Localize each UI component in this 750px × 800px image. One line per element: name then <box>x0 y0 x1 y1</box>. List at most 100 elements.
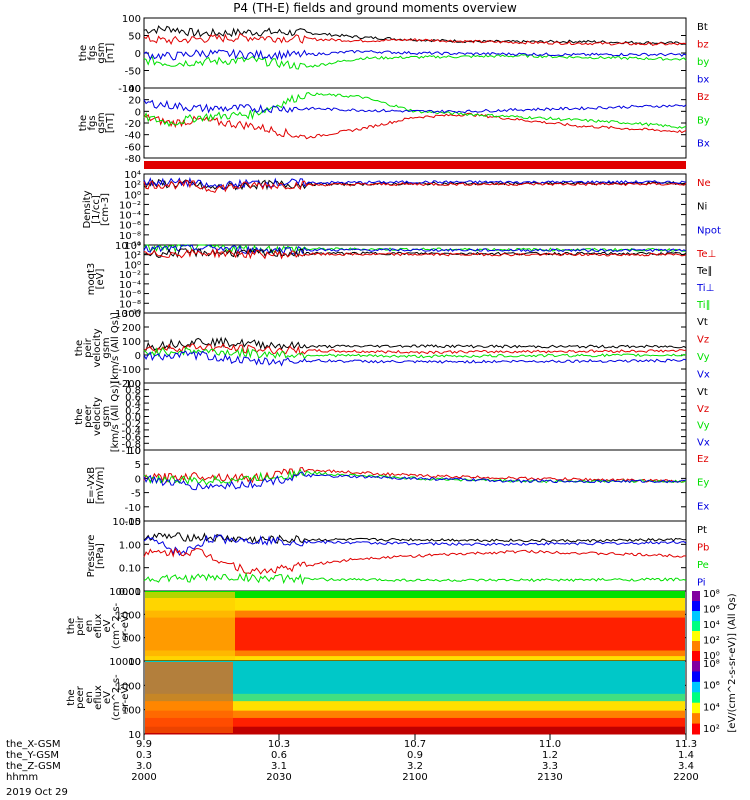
y-axis-label: en <box>84 620 95 633</box>
x-tick-label-hhmm: 2000 <box>131 772 156 783</box>
legend-entry: Npot <box>697 225 721 236</box>
y-axis-label: eV <box>102 691 113 704</box>
colorbar-tick-label: 10⁶ <box>703 681 720 692</box>
x-tick-label-x: 10.3 <box>268 739 290 750</box>
x-tick-label-hhmm: 2130 <box>537 772 562 783</box>
y-axis-label: the <box>78 45 89 61</box>
x-row-label: the_Z-GSM <box>6 761 61 772</box>
y-axis-label: the <box>66 618 77 634</box>
colorbar-label: [eV/(cm^2-s-sr-eV)] (All Qs) <box>727 593 738 732</box>
heatmap-peir_en_eflux <box>145 591 685 662</box>
heatmap-band <box>145 610 685 619</box>
series-line-Ey <box>143 468 687 486</box>
legend-entry: bz <box>697 40 709 51</box>
heatmap-band <box>145 701 685 712</box>
y-tick-label: 40 <box>128 84 141 95</box>
legend-entry: By <box>697 115 710 126</box>
x-tick-label-z: 3.1 <box>271 761 287 772</box>
legend-entry: Te⊥ <box>696 249 716 260</box>
y-tick-label: 0 <box>135 107 141 118</box>
series-line-Ex <box>143 471 687 491</box>
legend-entry: Ne <box>697 178 711 189</box>
colorbar-tick-label: 10⁰ <box>703 651 720 662</box>
y-tick-label: 5 <box>135 460 141 471</box>
y-tick-label: 0 <box>135 474 141 485</box>
y-tick-label: 10 <box>128 446 141 457</box>
y-tick-label: -0.2 <box>121 419 141 430</box>
colorbar-tick-label: 10⁸ <box>703 589 720 600</box>
y-axis-label: [nT] <box>105 43 116 63</box>
heatmap-band <box>145 717 685 728</box>
y-axis-label: fgs <box>87 45 98 60</box>
y-axis-label: (cm^2-s- <box>111 602 122 649</box>
colorbar-segment <box>692 651 700 662</box>
y-tick-label: -15 <box>125 517 141 528</box>
series-line-Vy <box>143 346 687 360</box>
y-axis-label: (cm^2-s- <box>111 674 122 721</box>
legend-entry: Ez <box>697 454 709 465</box>
colorbar-segment <box>692 661 700 672</box>
y-tick-label: 0 <box>135 49 141 60</box>
y-tick-label: 100 <box>122 337 141 348</box>
y-axis-label: eflux <box>93 685 104 710</box>
legend-entry: Vx <box>697 437 710 448</box>
y-tick-label: 0.10 <box>119 564 141 575</box>
chart-title: P4 (TH-E) fields and ground moments over… <box>233 1 517 15</box>
y-axis-label: sr-eV) <box>120 683 131 712</box>
y-tick-label: -20 <box>125 119 141 130</box>
x-tick-label-y: 0.6 <box>271 750 287 761</box>
x-tick-label-z: 3.3 <box>542 761 558 772</box>
y-tick-label: 1000 <box>116 610 141 621</box>
heatmap-band <box>145 598 685 612</box>
legend-entry: Bz <box>697 92 709 103</box>
y-tick-label: -0.6 <box>121 433 141 444</box>
legend-entry: Bt <box>697 22 708 33</box>
y-axis-label: Pressure <box>86 535 97 578</box>
y-tick-label: 10.00 <box>112 517 141 528</box>
y-axis-label: gsm <box>96 42 107 63</box>
colorbar-tick-label: 10⁸ <box>703 659 720 670</box>
y-tick-label: 0.8 <box>125 386 141 397</box>
y-axis-label: gsm <box>96 112 107 133</box>
x-tick-label-x: 10.7 <box>404 739 426 750</box>
y-tick-label: 0.6 <box>125 392 141 403</box>
status-bar <box>144 161 686 169</box>
series-line-Vz <box>143 343 686 356</box>
x-row-label: the_Y-GSM <box>6 750 59 761</box>
y-axis-label: [mV/m] <box>95 467 106 505</box>
colorbar-tick-label: 10⁴ <box>703 620 720 631</box>
x-tick-label-hhmm: 2200 <box>673 772 698 783</box>
series-line-Pe <box>143 571 687 586</box>
heatmap-band <box>145 592 235 660</box>
x-tick-label-hhmm: 2030 <box>266 772 291 783</box>
x-tick-label-x: 11.3 <box>675 739 697 750</box>
x-tick-label-y: 1.2 <box>542 750 558 761</box>
y-axis-label: velocity <box>92 397 103 436</box>
y-tick-label: 0.2 <box>125 406 141 417</box>
colorbar-segment <box>692 621 700 632</box>
heatmap-band <box>145 656 685 662</box>
y-tick-label: 10⁻⁶ <box>119 221 141 232</box>
y-axis-label: [km/s (All Qs)] <box>110 312 121 384</box>
y-tick-label: 10 <box>128 730 141 741</box>
colorbar-segment <box>692 723 700 735</box>
series-line-Te⊥ <box>143 247 687 260</box>
heatmap-band <box>145 693 685 702</box>
colorbar-segment <box>692 713 700 725</box>
y-axis-label: velocity <box>92 328 103 367</box>
colorbar-segment <box>692 681 700 693</box>
y-axis-label: [nPa] <box>95 543 106 569</box>
colorbar-tick-label: 10⁴ <box>703 702 720 713</box>
y-tick-label: -0.4 <box>121 426 141 437</box>
legend-entry: Pe <box>697 560 709 571</box>
y-axis-label: sr-eV) <box>120 611 131 640</box>
legend-entry: Ti∥ <box>696 300 711 311</box>
colorbar-segment <box>692 601 700 612</box>
series-line-Bt <box>143 25 687 45</box>
y-axis-label: [nT] <box>105 113 116 133</box>
y-tick-label: 100 <box>122 14 141 25</box>
x-tick-label-z: 3.4 <box>678 761 694 772</box>
heatmap-band <box>145 650 685 657</box>
panel-frame <box>143 382 687 451</box>
